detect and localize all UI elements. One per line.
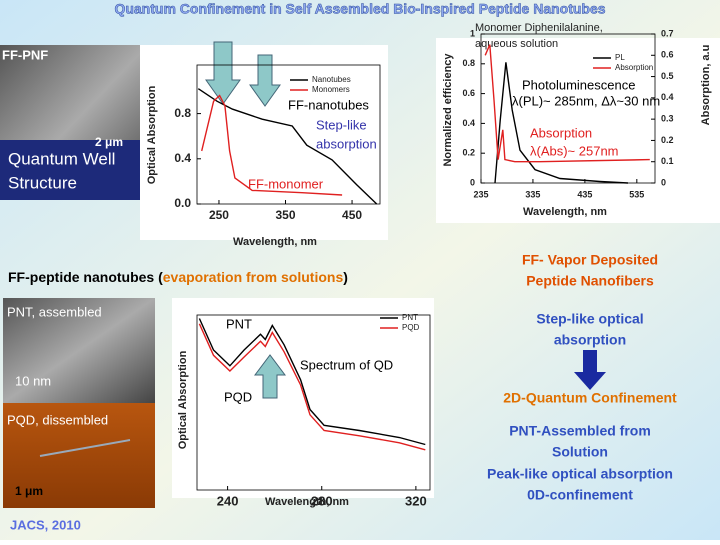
y2-tick-label: 0.3 xyxy=(661,114,674,124)
y-tick-label: 1 xyxy=(470,28,475,38)
arrow xyxy=(583,350,597,372)
image-label: FF-PNF xyxy=(2,47,48,62)
legend-label: PNT xyxy=(402,313,418,322)
plot-frame xyxy=(196,314,431,491)
chart-panel xyxy=(172,298,434,498)
y2-tick-label: 0.4 xyxy=(661,92,674,102)
annotation: Photoluminescence xyxy=(522,77,635,92)
y2-axis-label: Absorption, a.u xyxy=(700,45,712,126)
y2-tick-label: 0 xyxy=(661,177,666,187)
image-caption: Structure xyxy=(8,173,77,192)
arrow xyxy=(254,354,286,399)
side-text: absorption xyxy=(554,332,626,348)
y-tick-label: 0.6 xyxy=(462,88,475,98)
y2-tick-label: 0.5 xyxy=(661,71,674,81)
y-tick-label: 0.8 xyxy=(174,106,191,120)
y-axis-label: Normalized efficiency xyxy=(442,53,454,167)
y2-tick-label: 0.7 xyxy=(661,28,674,38)
section-heading: FF-peptide nanotubes (evaporation from s… xyxy=(8,269,348,285)
afm-image xyxy=(3,403,155,508)
y-tick-label: 0.0 xyxy=(174,196,191,210)
side-text: 2D-Quantum Confinement xyxy=(503,390,677,406)
annotation: absorption xyxy=(316,136,377,151)
side-heading: Peptide Nanofibers xyxy=(526,273,654,289)
heading-part: evaporation from solutions xyxy=(163,269,344,285)
chart-title: Monomer Diphenilalanine, xyxy=(475,22,603,34)
chart-panel xyxy=(436,38,720,223)
arrow xyxy=(205,41,241,105)
x-axis-label: Wavelength, nm xyxy=(523,206,607,218)
image-label: PQD, dissembled xyxy=(7,412,108,427)
annotation: PQD xyxy=(224,389,252,404)
side-text: Solution xyxy=(552,444,608,460)
y-tick-label: 0.2 xyxy=(462,148,475,158)
legend-label: Absorption xyxy=(615,63,653,72)
series-line xyxy=(197,88,378,205)
x-tick-label: 450 xyxy=(342,208,362,222)
arrow xyxy=(249,54,281,107)
y2-tick-label: 0.2 xyxy=(661,135,674,145)
plot-frame xyxy=(196,64,381,205)
plot-frame xyxy=(480,33,656,184)
annotation: PNT xyxy=(226,316,252,331)
legend-label: PL xyxy=(615,53,625,62)
x-tick-label: 235 xyxy=(473,189,488,199)
y-tick-label: 0 xyxy=(470,177,475,187)
side-text: Step-like optical xyxy=(536,311,643,327)
side-heading: FF- Vapor Deposited xyxy=(522,252,658,268)
x-axis-label: Wavelength, nm xyxy=(233,236,317,248)
y-axis-label: Optical Absorption xyxy=(146,85,158,184)
y2-tick-label: 0.6 xyxy=(661,50,674,60)
x-tick-label: 280 xyxy=(311,493,333,508)
side-text: Peak-like optical absorption xyxy=(487,466,673,482)
image-caption: Quantum Well xyxy=(8,149,115,168)
scale-label: 10 nm xyxy=(15,373,51,388)
chart-title: aqueous solution xyxy=(475,38,558,50)
annotation: Step-like xyxy=(316,117,367,132)
legend-label: PQD xyxy=(402,323,420,332)
series-line xyxy=(198,318,426,446)
legend-label: Monomers xyxy=(312,85,350,94)
annotation: λ(PL)~ 285nm, Δλ~30 nm xyxy=(512,93,660,108)
x-tick-label: 335 xyxy=(525,189,540,199)
reference: JACS, 2010 xyxy=(10,517,81,532)
heading-part: ) xyxy=(343,269,348,285)
series-line xyxy=(494,62,629,184)
y-tick-label: 0.8 xyxy=(462,58,475,68)
scale-label: 2 μm xyxy=(95,135,123,149)
series-line xyxy=(198,323,426,451)
x-tick-label: 250 xyxy=(209,208,229,222)
annotation: Spectrum of QD xyxy=(300,357,393,372)
y2-tick-label: 0.1 xyxy=(661,156,674,166)
x-tick-label: 435 xyxy=(577,189,592,199)
side-text: 0D-confinement xyxy=(527,487,633,503)
scan-line xyxy=(39,439,131,457)
annotation: FF-monomer xyxy=(248,176,324,191)
x-tick-label: 535 xyxy=(629,189,644,199)
annotation: FF-nanotubes xyxy=(288,97,369,112)
x-tick-label: 240 xyxy=(217,493,239,508)
sem-image xyxy=(3,298,155,403)
series-line xyxy=(201,94,343,196)
x-tick-label: 350 xyxy=(275,208,295,222)
y-tick-label: 0.4 xyxy=(174,151,191,165)
x-axis-label: Wavelength, nm xyxy=(265,496,349,508)
scale-label: 1 μm xyxy=(15,484,43,498)
annotation: λ(Abs)~ 257nm xyxy=(530,143,619,158)
legend-label: Nanotubes xyxy=(312,75,351,84)
arrow xyxy=(574,372,606,390)
annotation: Absorption xyxy=(530,125,592,140)
y-tick-label: 0.4 xyxy=(462,118,475,128)
x-tick-label: 320 xyxy=(405,493,427,508)
label-box xyxy=(0,140,148,200)
image-label: PNT, assembled xyxy=(7,304,102,319)
heading-part: FF-peptide nanotubes ( xyxy=(8,269,163,285)
slide-title: Quantum Confinement in Self Assembled Bi… xyxy=(114,1,605,17)
y-axis-label: Optical Absorption xyxy=(177,350,189,449)
series-line xyxy=(484,44,650,163)
side-text: PNT-Assembled from xyxy=(509,423,651,439)
